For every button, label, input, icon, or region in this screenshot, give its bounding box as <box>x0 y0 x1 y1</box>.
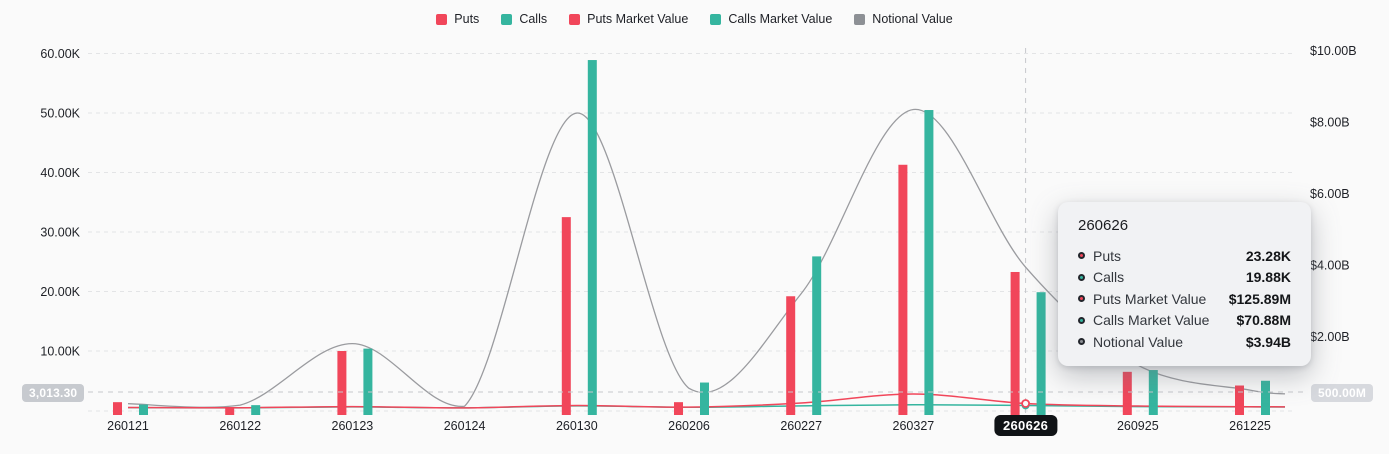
y-axis-right-label: $10.00B <box>1310 44 1357 58</box>
legend-label: Calls Market Value <box>728 12 833 26</box>
tooltip-row: Calls 19.88K <box>1078 267 1291 289</box>
tooltip-series-value: $125.89M <box>1228 290 1291 307</box>
puts-bar[interactable] <box>225 408 235 415</box>
puts-bar[interactable] <box>898 164 908 415</box>
puts-bar[interactable] <box>337 351 347 415</box>
y-axis-left-label: 30.00K <box>40 226 80 240</box>
left-axis-value-badge: 3,013.30 <box>22 384 85 402</box>
legend-swatch <box>436 13 448 25</box>
x-axis-label: 260122 <box>219 419 261 433</box>
x-axis-label: 260123 <box>332 419 374 433</box>
y-axis-right-label: $8.00B <box>1310 116 1350 130</box>
puts-bar[interactable] <box>1122 371 1132 415</box>
legend-item-notional-value[interactable]: Notional Value <box>854 12 953 26</box>
x-axis-label: 260121 <box>107 419 149 433</box>
calls-bar[interactable] <box>139 404 148 415</box>
x-axis-label: 260124 <box>444 419 486 433</box>
chart-legend: Puts Calls Puts Market Value Calls Market V… <box>0 12 1389 26</box>
right-axis-value-badge: 500.00M <box>1311 384 1374 402</box>
calls-bar[interactable] <box>1148 370 1158 415</box>
y-axis-right-label: $4.00B <box>1310 259 1350 273</box>
y-axis-left-label: 40.00K <box>40 166 80 180</box>
y-axis-left-label: 60.00K <box>40 47 80 61</box>
legend-item-puts-market-value[interactable]: Puts Market Value <box>569 12 688 26</box>
calls-bar[interactable] <box>1036 292 1046 415</box>
x-axis-label: 260925 <box>1117 419 1159 433</box>
y-axis-left-label: 50.00K <box>40 107 80 121</box>
tooltip-row: Puts Market Value $125.89M <box>1078 288 1291 310</box>
y-axis-left-label: 10.00K <box>40 345 80 359</box>
tooltip-series-value: 23.28K <box>1245 247 1291 264</box>
calls-bar[interactable] <box>587 60 597 416</box>
tooltip-series-label: Puts Market Value <box>1093 290 1207 307</box>
puts-bar[interactable] <box>674 402 683 415</box>
calls-bar[interactable] <box>924 110 934 416</box>
x-axis-label: 260227 <box>780 419 822 433</box>
tooltip: 260626 Puts 23.28K Calls 19.88K Puts Market … <box>1058 202 1311 366</box>
legend-swatch <box>501 13 513 25</box>
legend-item-puts[interactable]: Puts <box>436 12 479 26</box>
x-axis-label: 260206 <box>668 419 710 433</box>
legend-label: Puts Market Value <box>587 12 689 26</box>
tooltip-series-label: Calls <box>1093 269 1125 286</box>
tooltip-series-value: $70.88M <box>1236 312 1291 329</box>
x-axis-label: 261225 <box>1229 419 1271 433</box>
y-axis-right-label: $6.00B <box>1310 187 1350 201</box>
puts-bar[interactable] <box>1010 271 1020 415</box>
legend-item-calls[interactable]: Calls <box>501 12 547 26</box>
puts-market-value-hover-marker <box>1021 399 1030 408</box>
tooltip-series-value: $3.94B <box>1245 333 1291 350</box>
calls-bar[interactable] <box>812 256 822 415</box>
tooltip-series-label: Puts <box>1093 247 1122 264</box>
tooltip-row: Notional Value $3.94B <box>1078 331 1291 353</box>
x-axis-label: 260327 <box>893 419 935 433</box>
legend-swatch <box>854 13 866 25</box>
tooltip-series-dot <box>1078 338 1085 346</box>
legend-label: Notional Value <box>872 12 953 26</box>
puts-bar[interactable] <box>1235 385 1244 415</box>
puts-market-value-line <box>127 393 1286 409</box>
legend-swatch <box>710 13 722 25</box>
tooltip-rows: Puts 23.28K Calls 19.88K Puts Market Value $1… <box>1078 245 1291 353</box>
tooltip-row: Calls Market Value $70.88M <box>1078 310 1291 332</box>
tooltip-title: 260626 <box>1078 217 1129 234</box>
calls-bar[interactable] <box>251 405 261 415</box>
puts-bar[interactable] <box>786 296 796 415</box>
puts-bar[interactable] <box>113 402 122 415</box>
tooltip-series-dot <box>1078 273 1085 281</box>
y-axis-right-label: $2.00B <box>1310 330 1350 344</box>
x-axis-label: 260130 <box>556 419 598 433</box>
legend-label: Puts <box>454 12 480 26</box>
calls-bar[interactable] <box>363 348 373 415</box>
legend-item-calls-market-value[interactable]: Calls Market Value <box>710 12 832 26</box>
x-axis-highlight-badge: 260626 <box>994 415 1058 436</box>
tooltip-series-label: Notional Value <box>1093 333 1184 350</box>
tooltip-series-dot <box>1078 316 1085 324</box>
legend-label: Calls <box>519 12 548 26</box>
legend-swatch <box>569 13 581 25</box>
tooltip-series-label: Calls Market Value <box>1093 312 1210 329</box>
tooltip-row: Puts 23.28K <box>1078 245 1291 267</box>
tooltip-series-dot <box>1078 295 1085 303</box>
puts-bar[interactable] <box>561 217 571 415</box>
calls-bar[interactable] <box>1261 380 1270 415</box>
tooltip-series-dot <box>1078 252 1085 260</box>
tooltip-series-value: 19.88K <box>1245 269 1291 286</box>
y-axis-left-label: 20.00K <box>40 285 80 299</box>
calls-bar[interactable] <box>700 382 709 415</box>
